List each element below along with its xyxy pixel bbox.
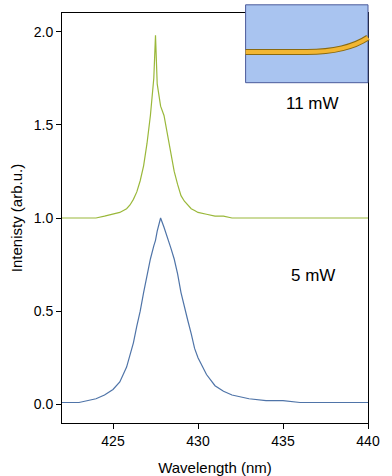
svg-text:Intenisty (arb.u.): Intenisty (arb.u.) bbox=[8, 164, 25, 272]
svg-text:425: 425 bbox=[101, 433, 125, 449]
svg-text:435: 435 bbox=[271, 433, 295, 449]
svg-text:440: 440 bbox=[356, 433, 380, 449]
svg-text:11 mW: 11 mW bbox=[286, 94, 339, 113]
svg-text:5 mW: 5 mW bbox=[291, 266, 335, 285]
svg-text:430: 430 bbox=[186, 433, 210, 449]
svg-text:0.5: 0.5 bbox=[34, 303, 54, 319]
svg-text:2.0: 2.0 bbox=[34, 24, 54, 40]
svg-text:1.5: 1.5 bbox=[34, 117, 54, 133]
svg-text:0.0: 0.0 bbox=[34, 396, 54, 412]
svg-text:Wavelength (nm): Wavelength (nm) bbox=[158, 459, 272, 476]
svg-text:1.0: 1.0 bbox=[34, 210, 54, 226]
